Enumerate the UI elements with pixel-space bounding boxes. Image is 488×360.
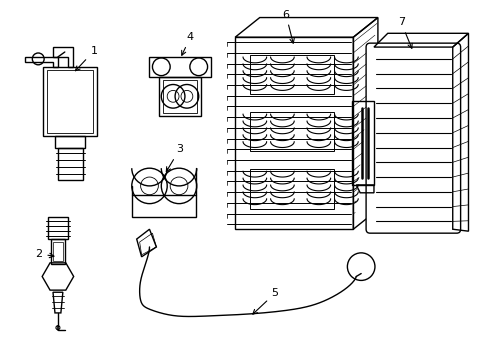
Text: 1: 1	[75, 46, 97, 71]
Text: 4: 4	[182, 32, 194, 55]
Text: 3: 3	[166, 144, 183, 172]
Text: 6: 6	[282, 10, 294, 43]
Text: 2: 2	[35, 249, 54, 259]
Text: 5: 5	[252, 288, 278, 314]
Text: 7: 7	[397, 17, 411, 48]
FancyBboxPatch shape	[366, 43, 460, 233]
